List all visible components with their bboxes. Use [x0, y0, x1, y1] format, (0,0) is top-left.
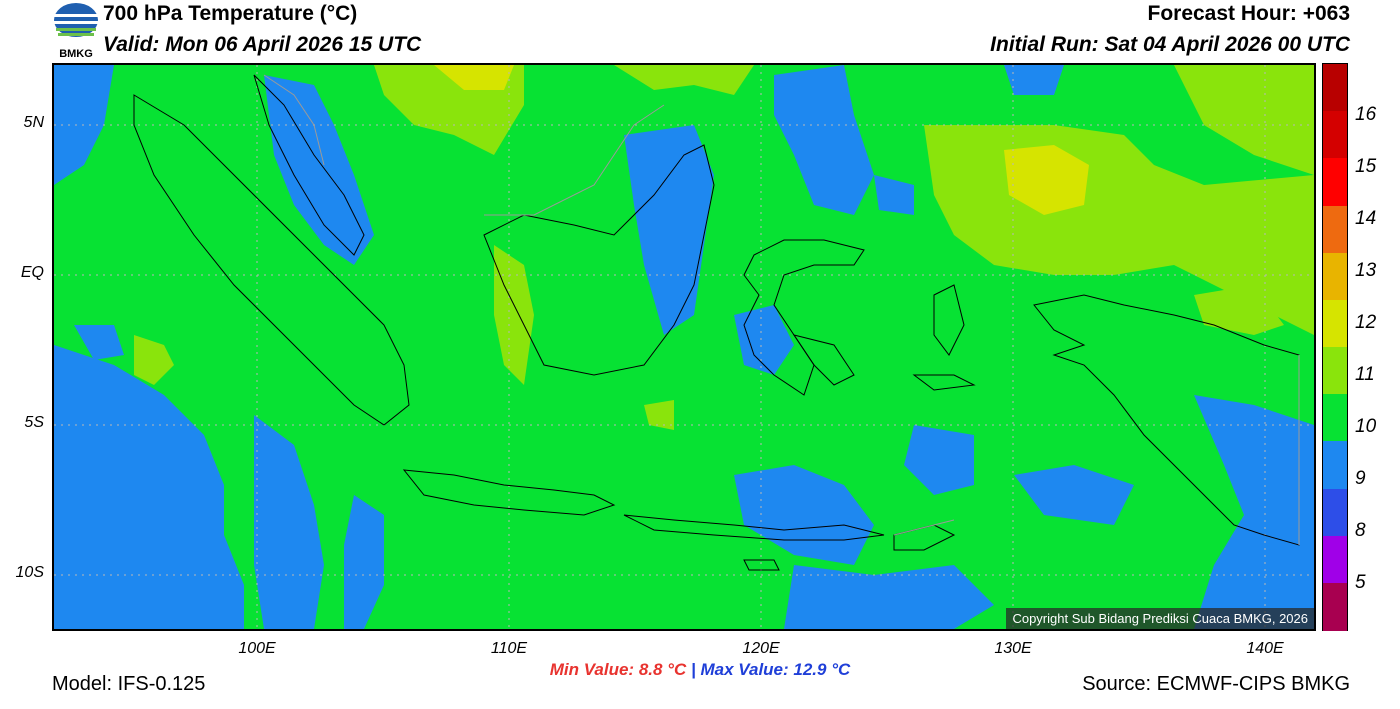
stats-separator: | [690, 660, 696, 679]
map-field [54, 65, 1314, 629]
colorbar-label-10: 10 [1355, 416, 1377, 437]
colorbar-segment [1323, 205, 1347, 254]
colorbar-label-9: 9 [1355, 468, 1366, 489]
colorbar-label-15: 15 [1355, 156, 1377, 177]
colorbar-segment [1323, 64, 1347, 112]
model-label: Model: IFS-0.125 [52, 673, 206, 695]
colorbar-label-5: 5 [1355, 572, 1366, 593]
colorbar [1322, 63, 1348, 631]
colorbar-segment [1323, 111, 1347, 160]
colorbar-label-11: 11 [1355, 364, 1375, 385]
temperature-map [52, 63, 1316, 631]
colorbar-segment [1323, 158, 1347, 207]
source-label: Source: ECMWF-CIPS BMKG [1082, 673, 1350, 695]
forecast-hour: Forecast Hour: +063 [1147, 2, 1351, 25]
lat-label-5n: 5N [23, 114, 44, 131]
colorbar-label-16: 16 [1355, 104, 1377, 125]
min-max-stats: Min Value: 8.8 °C | Max Value: 12.9 °C [0, 660, 1400, 680]
lat-label-eq: EQ [20, 264, 44, 281]
colorbar-segment [1323, 252, 1347, 301]
copyright-notice: Copyright Sub Bidang Prediksi Cuaca BMKG… [1006, 608, 1314, 629]
colorbar-label-12: 12 [1355, 312, 1377, 333]
lon-label-140e: 140E [1246, 640, 1284, 657]
initial-run: Initial Run: Sat 04 April 2026 00 UTC [990, 33, 1350, 56]
colorbar-label-14: 14 [1355, 208, 1377, 229]
lat-label-5s: 5S [24, 414, 44, 431]
lon-label-130e: 130E [994, 640, 1032, 657]
colorbar-label-13: 13 [1355, 260, 1377, 281]
valid-time: Valid: Mon 06 April 2026 15 UTC [103, 33, 422, 56]
colorbar-segment [1323, 441, 1347, 490]
colorbar-segment [1323, 299, 1347, 348]
min-value: Min Value: 8.8 °C [549, 660, 687, 679]
colorbar-segment [1323, 394, 1347, 443]
colorbar-segment [1323, 488, 1347, 537]
lon-label-110e: 110E [490, 640, 528, 657]
colorbar-label-8: 8 [1355, 520, 1366, 541]
lat-label-10s: 10S [15, 564, 44, 581]
lon-label-100e: 100E [238, 640, 276, 657]
chart-title: 700 hPa Temperature (°C) [103, 2, 358, 25]
colorbar-segment [1323, 347, 1347, 395]
max-value: Max Value: 12.9 °C [700, 660, 851, 679]
colorbar-segment [1323, 582, 1347, 631]
colorbar-segment [1323, 535, 1347, 584]
lon-label-120e: 120E [742, 640, 780, 657]
svg-text:BMKG: BMKG [59, 48, 93, 60]
bmkg-logo: BMKG [52, 2, 100, 60]
